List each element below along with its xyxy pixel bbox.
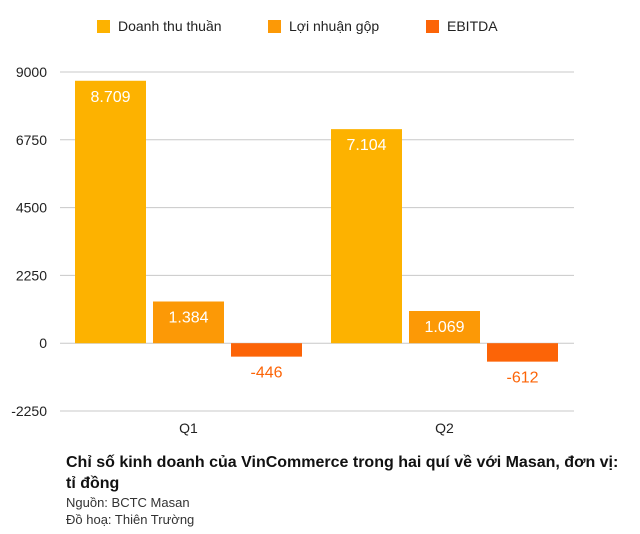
bar <box>75 80 146 344</box>
caption-source: Nguồn: BCTC Masan <box>66 495 190 510</box>
data-label: 1.069 <box>424 319 464 336</box>
legend-label-revenue: Doanh thu thuần <box>118 18 222 34</box>
chart-legend: Doanh thu thuần Lợi nhuận gộp EBITDA <box>0 18 640 40</box>
legend-item-revenue: Doanh thu thuần <box>97 18 222 34</box>
x-tick-label: Q2 <box>435 420 454 436</box>
caption-graphics-credit: Đồ hoạ: Thiên Trường <box>66 512 195 527</box>
bar <box>153 301 224 344</box>
legend-swatch-gross-profit <box>268 19 281 33</box>
caption-title: Chỉ số kinh doanh của VinCommerce trong … <box>66 454 619 492</box>
data-label: -446 <box>250 365 282 382</box>
bar <box>331 129 402 344</box>
y-tick-label: 2250 <box>16 267 47 283</box>
y-tick-label: 4500 <box>16 200 47 216</box>
legend-swatch-ebitda <box>426 19 439 33</box>
legend-label-ebitda: EBITDA <box>447 18 498 34</box>
legend-swatch-revenue <box>97 19 110 33</box>
bar <box>409 310 480 344</box>
data-label: 7.104 <box>346 137 386 154</box>
y-tick-label: 9000 <box>16 64 47 80</box>
bar-chart: 9000 6750 4500 2250 0 -2250 8.709 1.384 -446 Q1 7.… <box>11 64 574 436</box>
bar <box>487 343 558 362</box>
legend-item-gross-profit: Lợi nhuận gộp <box>268 18 379 34</box>
legend-label-gross-profit: Lợi nhuận gộp <box>289 18 380 34</box>
y-tick-label: -2250 <box>11 403 47 419</box>
y-tick-label: 6750 <box>16 132 47 148</box>
legend-item-ebitda: EBITDA <box>426 18 498 34</box>
x-tick-label: Q1 <box>179 420 198 436</box>
chart-caption: Chỉ số kinh doanh của VinCommerce trong … <box>66 452 626 528</box>
data-label: -612 <box>506 370 538 387</box>
bar <box>231 343 302 357</box>
data-label: 8.709 <box>90 89 130 106</box>
data-label: 1.384 <box>168 309 208 326</box>
y-tick-label: 0 <box>39 335 47 351</box>
